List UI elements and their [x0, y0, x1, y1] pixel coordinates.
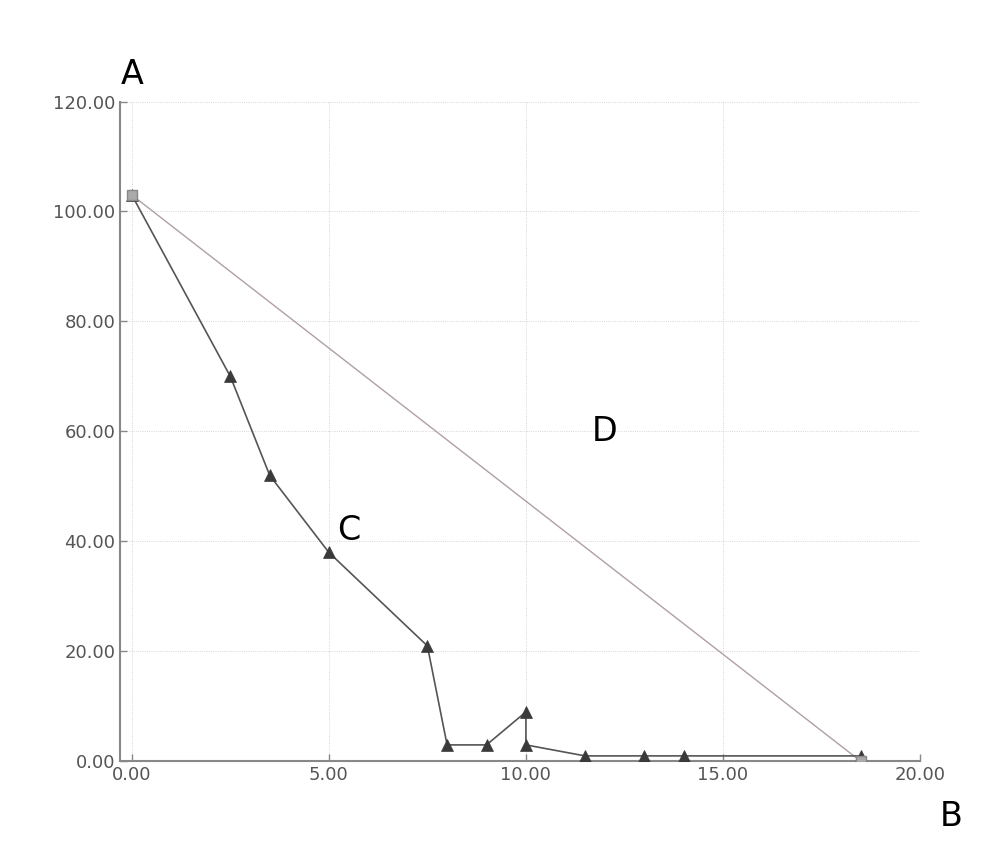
Text: A: A: [120, 58, 143, 91]
Text: B: B: [940, 799, 963, 833]
Text: C: C: [337, 514, 360, 547]
Text: D: D: [592, 415, 618, 448]
